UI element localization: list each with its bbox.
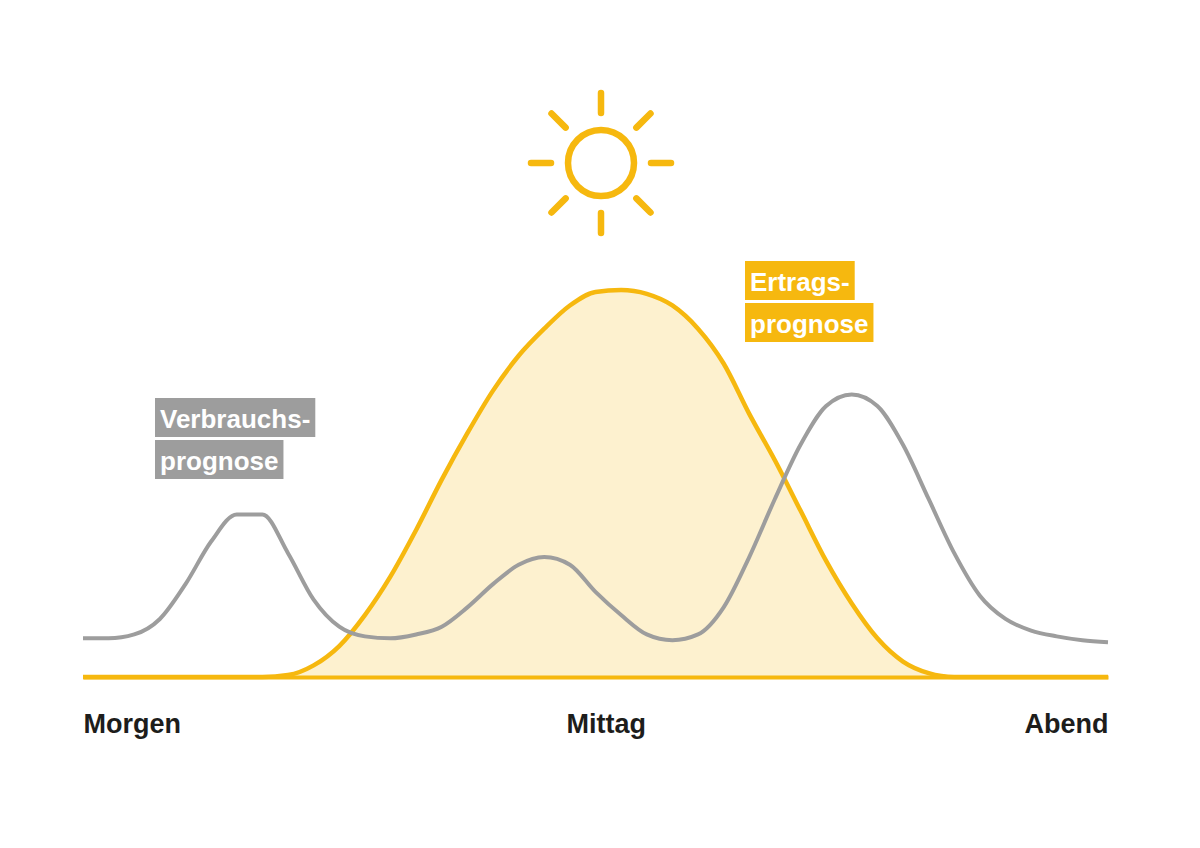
sun-disc — [568, 130, 634, 196]
series-label-text: Verbrauchs- — [160, 404, 310, 434]
background — [0, 0, 1200, 848]
series-label-text: prognose — [160, 446, 278, 476]
x-axis: Morgen Mittag Abend — [84, 677, 1109, 739]
sun-ray — [636, 198, 650, 212]
series-label-box — [155, 440, 283, 479]
sun-ray — [552, 198, 566, 212]
series-line — [83, 290, 1108, 677]
series-label-box — [745, 261, 855, 300]
series-label: prognose — [155, 440, 283, 479]
sun-ray — [598, 213, 605, 233]
series-label-box — [745, 303, 873, 342]
series-label-box — [155, 398, 315, 437]
chart: Morgen Mittag Abend Verbrauchs-prognose Ertr… — [0, 0, 1200, 848]
plot-area — [83, 290, 1108, 677]
sun-ray — [552, 114, 566, 128]
sun-ray — [651, 160, 671, 167]
series-label-text: prognose — [750, 309, 868, 339]
series-label: prognose — [745, 303, 873, 342]
x-tick: Mittag — [567, 677, 646, 739]
sun-icon — [531, 93, 671, 233]
sun-ray — [636, 114, 650, 128]
x-tick-label: Mittag — [567, 709, 646, 739]
sun-ray — [531, 160, 551, 167]
series-label-text: Ertrags- — [750, 267, 850, 297]
x-tick-label: Morgen — [84, 709, 182, 739]
area-fill — [83, 290, 1108, 677]
sun-ray — [598, 93, 605, 113]
series-line — [83, 394, 1108, 642]
series-labels: Verbrauchs-prognose Ertrags-prognose — [155, 261, 873, 479]
series-label: Verbrauchs- — [155, 398, 315, 437]
x-tick-label: Abend — [1025, 709, 1109, 739]
series-label: Ertrags- — [745, 261, 855, 300]
x-tick: Abend — [1025, 677, 1109, 739]
x-tick: Morgen — [84, 677, 182, 739]
